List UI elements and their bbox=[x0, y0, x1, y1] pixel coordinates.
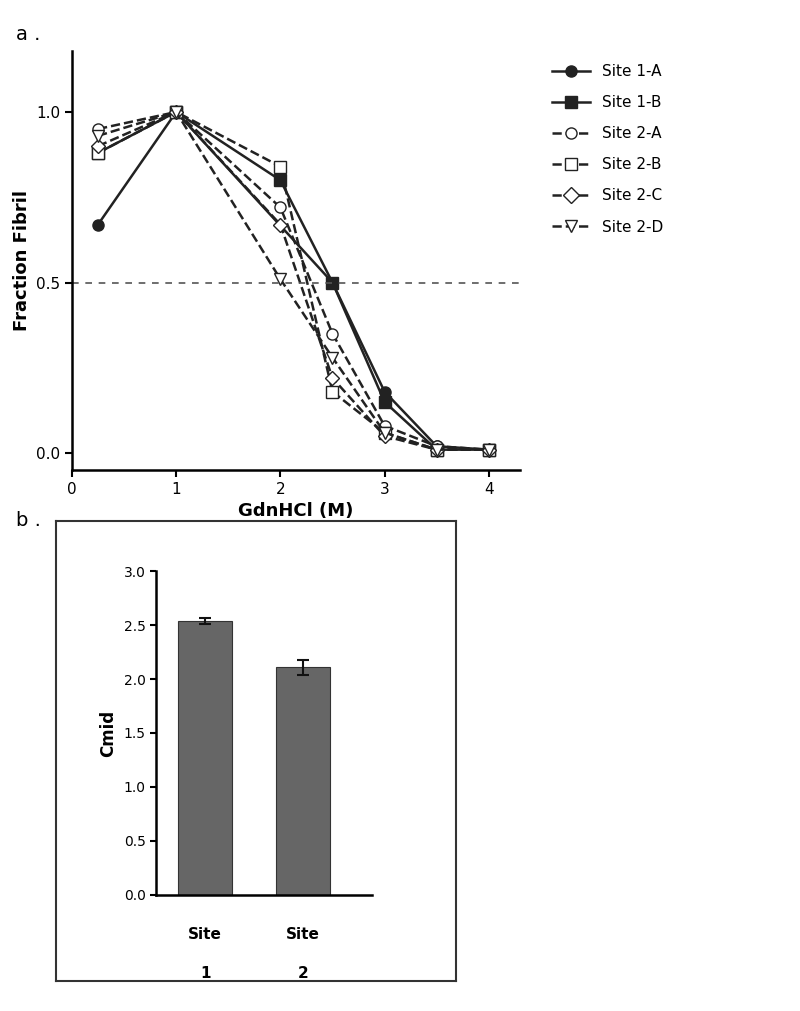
Line: Site 1-A: Site 1-A bbox=[93, 106, 494, 455]
Site 2-B bbox=[484, 444, 494, 456]
Site 2-B bbox=[380, 427, 390, 439]
Site 1-B bbox=[432, 444, 442, 456]
Bar bbox=[178, 621, 232, 895]
Site 2-A bbox=[432, 440, 442, 452]
Site 2-B bbox=[328, 385, 338, 397]
Site 2-B bbox=[171, 106, 181, 118]
Site 2-B bbox=[432, 444, 442, 456]
Text: 2: 2 bbox=[298, 966, 309, 981]
Text: 1: 1 bbox=[200, 966, 210, 981]
Site 2-C bbox=[484, 444, 494, 456]
Site 2-C bbox=[328, 372, 338, 384]
Text: b .: b . bbox=[16, 511, 41, 530]
Line: Site 2-B: Site 2-B bbox=[93, 106, 494, 455]
Line: Site 2-D: Site 2-D bbox=[93, 106, 494, 455]
Site 2-C bbox=[275, 218, 285, 231]
Site 2-D bbox=[275, 273, 285, 285]
Site 1-B bbox=[275, 174, 285, 186]
Site 2-D bbox=[171, 106, 181, 118]
Site 2-A bbox=[380, 420, 390, 432]
Site 2-C bbox=[432, 444, 442, 456]
Site 1-B bbox=[380, 396, 390, 408]
Site 2-A bbox=[171, 106, 181, 118]
Site 2-D bbox=[432, 444, 442, 456]
Site 1-A bbox=[94, 218, 103, 231]
Site 2-A bbox=[94, 123, 103, 135]
Text: Site: Site bbox=[286, 927, 320, 942]
Site 2-C bbox=[171, 106, 181, 118]
Text: a .: a . bbox=[16, 25, 40, 44]
Site 1-B bbox=[171, 106, 181, 118]
Legend: Site 1-A, Site 1-B, Site 2-A, Site 2-B, Site 2-C, Site 2-D: Site 1-A, Site 1-B, Site 2-A, Site 2-B, … bbox=[546, 59, 670, 241]
Line: Site 1-B: Site 1-B bbox=[93, 106, 494, 455]
Site 1-A bbox=[171, 106, 181, 118]
Site 2-A bbox=[328, 328, 338, 340]
Site 1-A bbox=[380, 385, 390, 397]
Site 2-D bbox=[328, 352, 338, 364]
Text: Site: Site bbox=[188, 927, 222, 942]
Line: Site 2-A: Site 2-A bbox=[93, 106, 494, 455]
Line: Site 2-C: Site 2-C bbox=[93, 107, 494, 455]
Site 1-B bbox=[94, 147, 103, 159]
Site 2-B bbox=[275, 161, 285, 173]
Site 2-D bbox=[380, 427, 390, 439]
Site 2-A bbox=[484, 444, 494, 456]
Site 2-C bbox=[94, 140, 103, 152]
Site 2-D bbox=[484, 444, 494, 456]
Y-axis label: Cmid: Cmid bbox=[98, 710, 117, 756]
Site 1-A bbox=[432, 440, 442, 452]
Bar bbox=[276, 667, 330, 895]
Site 2-A bbox=[275, 201, 285, 213]
Site 2-D bbox=[94, 129, 103, 142]
Site 2-C bbox=[380, 430, 390, 442]
Site 1-B bbox=[484, 444, 494, 456]
Site 1-A bbox=[484, 444, 494, 456]
X-axis label: GdnHCl (M): GdnHCl (M) bbox=[238, 502, 354, 521]
Site 1-B bbox=[328, 276, 338, 288]
Site 2-B bbox=[94, 147, 103, 159]
Site 1-A bbox=[328, 276, 338, 288]
Y-axis label: Fraction Fibril: Fraction Fibril bbox=[13, 190, 30, 331]
